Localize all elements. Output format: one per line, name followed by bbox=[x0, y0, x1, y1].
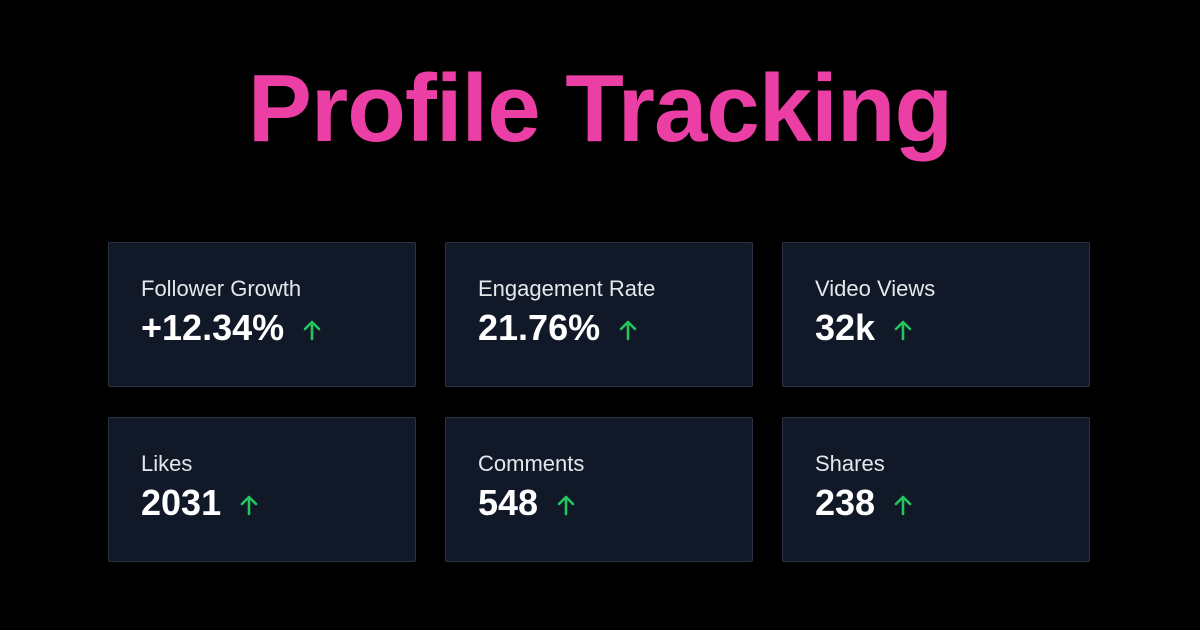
arrow-up-icon-graphic bbox=[894, 495, 912, 516]
metrics-grid: Follower Growth +12.34% Engagement Rate … bbox=[108, 242, 1090, 562]
metric-label: Likes bbox=[141, 451, 193, 476]
metric-card-engagement-rate: Engagement Rate 21.76% bbox=[445, 242, 753, 387]
metric-card-shares: Shares 238 bbox=[782, 417, 1090, 562]
metric-value: +12.34% bbox=[141, 307, 285, 348]
metric-value: 2031 bbox=[141, 482, 222, 523]
arrow-up-icon bbox=[302, 319, 322, 341]
metric-value-row: 32k bbox=[815, 308, 1089, 348]
arrow-up-icon-graphic bbox=[557, 495, 575, 516]
arrow-up-icon bbox=[239, 494, 259, 516]
metric-label: Video Views bbox=[815, 276, 936, 301]
metric-value: 548 bbox=[478, 482, 539, 523]
metric-label: Engagement Rate bbox=[478, 276, 656, 301]
arrow-up-icon bbox=[556, 494, 576, 516]
metric-value-row: +12.34% bbox=[141, 308, 415, 348]
arrow-up-icon-graphic bbox=[240, 495, 258, 516]
arrow-up-icon-graphic bbox=[894, 320, 912, 341]
metric-value: 238 bbox=[815, 482, 876, 523]
metric-value-row: 21.76% bbox=[478, 308, 752, 348]
arrow-up-icon-graphic bbox=[619, 320, 637, 341]
arrow-up-icon-graphic bbox=[303, 320, 321, 341]
arrow-up-icon bbox=[618, 319, 638, 341]
arrow-up-icon bbox=[893, 494, 913, 516]
page-title: Profile Tracking bbox=[247, 55, 953, 162]
metric-card-video-views: Video Views 32k bbox=[782, 242, 1090, 387]
metric-label: Shares bbox=[815, 451, 885, 476]
metric-card-follower-growth: Follower Growth +12.34% bbox=[108, 242, 416, 387]
metric-card-comments: Comments 548 bbox=[445, 417, 753, 562]
arrow-up-icon bbox=[893, 319, 913, 341]
metric-label: Comments bbox=[478, 451, 585, 476]
metric-value-row: 2031 bbox=[141, 483, 415, 523]
metric-value-row: 238 bbox=[815, 483, 1089, 523]
metric-value: 32k bbox=[815, 307, 876, 348]
metric-value: 21.76% bbox=[478, 307, 601, 348]
metric-card-likes: Likes 2031 bbox=[108, 417, 416, 562]
metric-label: Follower Growth bbox=[141, 276, 302, 301]
metric-value-row: 548 bbox=[478, 483, 752, 523]
